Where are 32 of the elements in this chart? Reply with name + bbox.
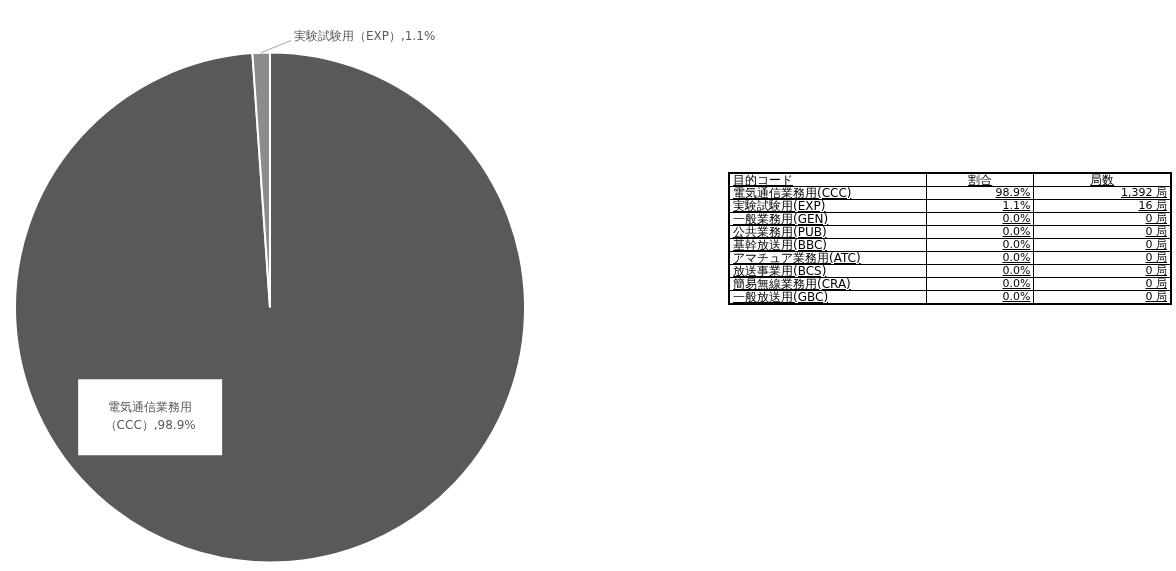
text: 目的コード <box>729 173 927 187</box>
text: 局数 <box>1033 173 1171 187</box>
text: 0.0% <box>926 212 1034 226</box>
text: 0 局 <box>1033 225 1171 239</box>
text: 公共業務用(PUB) <box>729 225 927 239</box>
text: 0 局 <box>1033 238 1171 252</box>
text: 1,392 局 <box>1033 186 1171 200</box>
text: 0 局 <box>1033 264 1171 278</box>
slice-label: 電気通信業務用（CCC）,98.9% <box>104 400 196 433</box>
slice-label: 実験試験用（EXP）,1.1% <box>294 28 436 43</box>
text: 0.0% <box>926 264 1034 278</box>
text: 0 局 <box>1033 290 1171 304</box>
text: 98.9% <box>926 186 1034 200</box>
text: 電気通信業務用(CCC) <box>729 186 927 200</box>
text: 割合 <box>926 173 1034 187</box>
text: 0 局 <box>1033 251 1171 265</box>
text: 0.0% <box>926 277 1034 291</box>
text: 16 局 <box>1033 199 1171 213</box>
text: 基幹放送用(BBC) <box>729 238 927 252</box>
text: 1.1% <box>926 199 1034 213</box>
text: 一般放送用(GBC) <box>729 290 927 304</box>
text: 一般業務用(GEN) <box>729 212 927 226</box>
text: アマチュア業務用(ATC) <box>729 251 927 265</box>
text: 0 局 <box>1033 277 1171 291</box>
text: 0.0% <box>926 290 1034 304</box>
text: 0.0% <box>926 251 1034 265</box>
text: 0.0% <box>926 238 1034 252</box>
text: 放送事業用(BCS) <box>729 264 927 278</box>
text: 簡易無線業務用(CRA) <box>729 277 927 291</box>
text: 0 局 <box>1033 212 1171 226</box>
text: 実験試験用(EXP) <box>729 199 927 213</box>
text: 0.0% <box>926 225 1034 239</box>
